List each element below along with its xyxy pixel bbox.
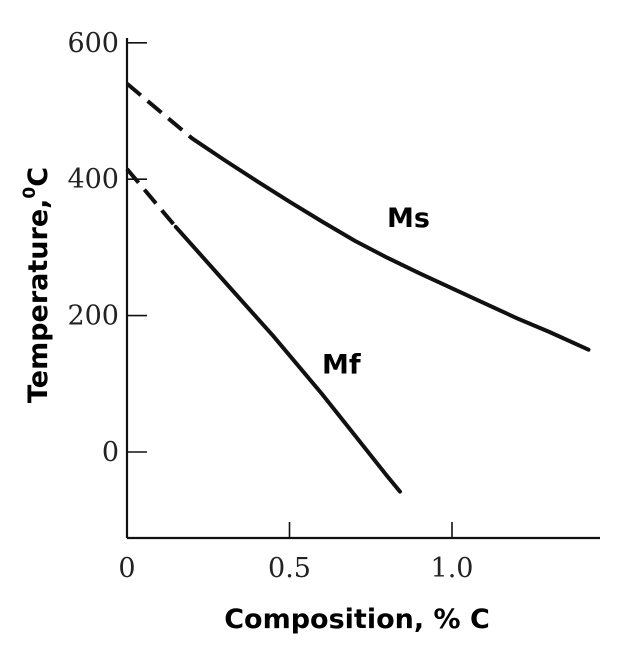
y-axis-title-superscript: 0 [20,187,40,199]
x-axis-title: Composition, % C [224,604,490,635]
y-tick-label-600: 600 [67,28,119,59]
series-label-ms: Ms [387,203,430,234]
y-axis-title-unit: C [23,167,54,187]
x-tick-label-1: 1.0 [431,553,474,584]
axes: 0 200 400 600 0 0.5 1.0 [67,28,600,584]
y-tick-label-0: 0 [102,437,119,468]
labels: Ms Mf [322,203,430,381]
y-tick-label-400: 400 [67,164,119,195]
curves [125,82,591,494]
x-tick-label-0.5: 0.5 [268,553,311,584]
series-mf-dashed-line [125,167,178,229]
y-axis-title: Temperature,0C [20,167,54,403]
y-tick-label-200: 200 [67,301,119,332]
series-ms-line [190,136,591,352]
y-axis-title-text: Temperature, [23,199,54,403]
series-mf-line [173,224,402,494]
x-tick-label-0: 0 [118,553,135,584]
series-ms-dashed-line [125,82,194,140]
series-label-mf: Mf [322,350,361,381]
